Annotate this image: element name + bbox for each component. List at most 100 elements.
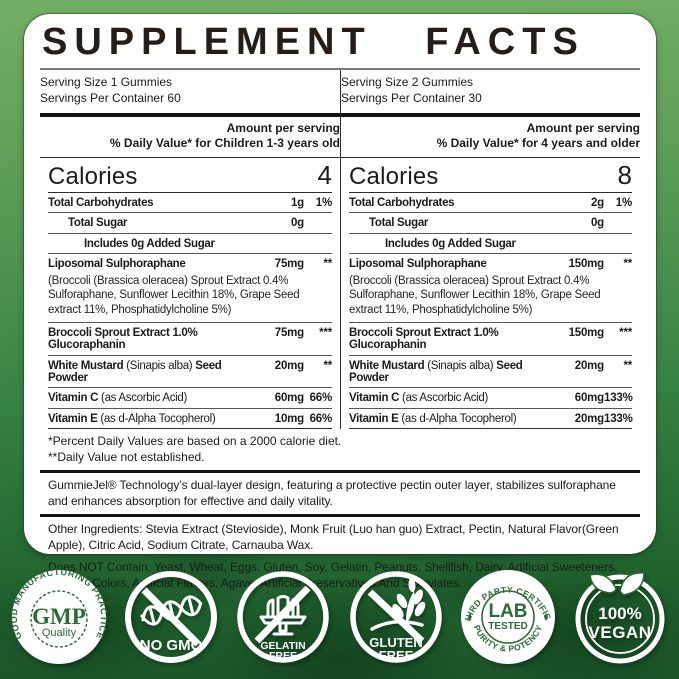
serving-info-right: Serving Size 2 Gummies Servings Per Cont… bbox=[340, 70, 640, 113]
nutrient-dv: 1% bbox=[615, 196, 632, 209]
nutrient-name: Total Sugar bbox=[68, 217, 128, 230]
calories-label: Calories bbox=[349, 162, 439, 190]
nutrient-name-detail: (Sinapis alba) bbox=[123, 359, 196, 372]
nutrient-row: Liposomal Sulphoraphane 150mg ** bbox=[349, 254, 632, 274]
nutrient-name: Vitamin C bbox=[349, 392, 400, 405]
serving-info-left: Serving Size 1 Gummies Servings Per Cont… bbox=[40, 70, 340, 113]
broccoli-block: Broccoli Sprout Extract 1.0% Glucoraphan… bbox=[349, 323, 632, 356]
sugar-block: Total Sugar 0g bbox=[48, 213, 332, 234]
certification-badges: GOOD MANUFACTURING PRACTICE GMP Quality … bbox=[0, 554, 679, 679]
serving-size-right: Serving Size 2 Gummies bbox=[341, 75, 474, 90]
nutrient-amount: 0g bbox=[590, 217, 604, 230]
amount-per-serving-left: Amount per serving bbox=[226, 120, 340, 135]
nutrient-amount: 20mg bbox=[574, 359, 604, 372]
nutrient-name: Broccoli Sprout Extract 1.0% Glucoraphan… bbox=[48, 327, 198, 352]
nutrient-name: Vitamin E bbox=[349, 412, 399, 425]
nutrient-name: Seed Powder bbox=[349, 359, 523, 384]
nutrient-row: Broccoli Sprout Extract 1.0% Glucoraphan… bbox=[349, 323, 632, 355]
vegan-badge: 100% VEGAN bbox=[568, 565, 672, 669]
nutrient-row: Vitamin E (as d-Alpha Tocopherol) 10mg 6… bbox=[48, 409, 332, 429]
calories-value: 8 bbox=[617, 159, 632, 190]
added-sugar-block: Includes 0g Added Sugar bbox=[48, 234, 332, 255]
gluten-free-text-2: FREE bbox=[378, 648, 413, 663]
nutrient-name: Total Carbohydrates bbox=[48, 196, 154, 209]
nutrient-name: Total Carbohydrates bbox=[349, 196, 455, 209]
nutrition-column-right: Calories 8 Total Carbohydrates 2g 1% Tot… bbox=[340, 157, 640, 430]
nutrient-amount: 150mg bbox=[568, 327, 605, 340]
nutrient-name: Includes 0g Added Sugar bbox=[385, 237, 516, 250]
liposomal-description: (Broccoli (Brassica oleracea) Sprout Ext… bbox=[349, 274, 601, 316]
nutrient-amount: 2g bbox=[590, 196, 604, 209]
lab-text: LAB bbox=[488, 601, 527, 622]
mustard-block: White Mustard (Sinapis alba) Seed Powder… bbox=[48, 356, 332, 389]
nutrient-amount: 150mg bbox=[568, 258, 605, 271]
nutrient-name: Includes 0g Added Sugar bbox=[84, 237, 215, 250]
nutrient-row: Includes 0g Added Sugar bbox=[48, 234, 332, 254]
nutrient-dv: 133% bbox=[604, 392, 633, 405]
no-gmo-text: NO GMO bbox=[140, 637, 203, 654]
nutrient-row: Total Sugar 0g bbox=[48, 213, 332, 233]
supplement-facts-panel: SUPPLEMENT FACTS Serving Size 1 Gummies … bbox=[24, 14, 656, 590]
nutrient-row: White Mustard (Sinapis alba) Seed Powder… bbox=[48, 356, 332, 388]
daily-value-header-left: % Daily Value* for Children 1-3 years ol… bbox=[109, 136, 340, 151]
nutrient-name: Seed Powder bbox=[48, 359, 222, 384]
nutrient-dv: 133% bbox=[604, 412, 633, 425]
nutrient-name-detail: (as d-Alpha Tocopherol) bbox=[97, 412, 216, 425]
gluten-free-icon: GLUTEN FREE bbox=[349, 570, 442, 663]
nutrient-name: Liposomal Sulphoraphane bbox=[48, 258, 186, 271]
vegan-percent-text: 100% bbox=[598, 604, 641, 623]
lab-tested-icon: THIRD PARTY CERTIFIED PURITY & POTENCY L… bbox=[458, 567, 555, 664]
calories-row-left: Calories 4 bbox=[48, 158, 332, 193]
nutrient-name: Total Sugar bbox=[369, 217, 429, 230]
nutrient-row: Broccoli Sprout Extract 1.0% Glucoraphan… bbox=[48, 323, 332, 355]
liposomal-description: (Broccoli (Brassica oleracea) Sprout Ext… bbox=[48, 274, 300, 316]
nutrient-amount: 10mg bbox=[274, 412, 304, 425]
added-sugar-block: Includes 0g Added Sugar bbox=[349, 234, 632, 255]
nutrient-row: Total Carbohydrates 1g 1% bbox=[48, 193, 332, 213]
nutrient-dv: 66% bbox=[309, 412, 333, 425]
servings-per-container-right: Servings Per Container 30 bbox=[341, 90, 482, 105]
gelatin-free-icon: GELATIN FREE bbox=[237, 570, 330, 663]
vegan-icon: 100% VEGAN bbox=[575, 571, 665, 663]
amount-header-section: Amount per serving % Daily Value* for Ch… bbox=[40, 116, 640, 158]
gelatin-free-text-1: GELATIN bbox=[261, 640, 306, 652]
nutrition-body: Calories 4 Total Carbohydrates 1g 1% Tot… bbox=[40, 157, 640, 430]
nutrient-name: Vitamin E bbox=[48, 412, 98, 425]
serving-size-left: Serving Size 1 Gummies bbox=[40, 75, 173, 90]
liposomal-block: Liposomal Sulphoraphane 150mg ** (Brocco… bbox=[349, 254, 632, 324]
footnotes: *Percent Daily Values are based on a 200… bbox=[40, 429, 640, 474]
liposomal-block: Liposomal Sulphoraphane 75mg ** (Broccol… bbox=[48, 254, 332, 324]
footnote-daily-values: *Percent Daily Values are based on a 200… bbox=[48, 434, 342, 449]
nutrient-row: Liposomal Sulphoraphane 75mg ** bbox=[48, 254, 332, 274]
nutrient-amount: 60mg bbox=[574, 392, 604, 405]
gmp-quality-icon: GOOD MANUFACTURING PRACTICE GMP Quality bbox=[9, 567, 108, 664]
nutrient-name: Vitamin C bbox=[48, 392, 99, 405]
mustard-block: White Mustard (Sinapis alba) Seed Powder… bbox=[349, 356, 632, 389]
nutrient-name: Liposomal Sulphoraphane bbox=[349, 258, 487, 271]
vitamin-e-block: Vitamin E (as d-Alpha Tocopherol) 20mg 1… bbox=[349, 409, 633, 430]
sugar-block: Total Sugar 0g bbox=[349, 213, 632, 234]
no-gmo-badge: NO GMO bbox=[119, 565, 223, 669]
calories-row-right: Calories 8 bbox=[349, 158, 632, 193]
nutrient-dv: 1% bbox=[315, 196, 332, 209]
vitamin-c-block: Vitamin C (as Ascorbic Acid) 60mg 133% bbox=[349, 388, 633, 409]
nutrient-dv: ** bbox=[623, 258, 632, 271]
nutrient-amount: 20mg bbox=[274, 359, 304, 372]
servings-per-container-left: Servings Per Container 60 bbox=[40, 90, 181, 105]
calories-label: Calories bbox=[48, 162, 138, 190]
nutrient-row: Total Sugar 0g bbox=[349, 213, 632, 233]
nutrient-row: Vitamin C (as Ascorbic Acid) 60mg 66% bbox=[48, 388, 332, 408]
nutrient-amount: 60mg bbox=[274, 392, 304, 405]
amount-per-serving-right: Amount per serving bbox=[526, 120, 640, 135]
gluten-free-text-1: GLUTEN bbox=[369, 635, 422, 650]
panel-title: SUPPLEMENT FACTS bbox=[40, 20, 640, 71]
nutrient-row: Vitamin E (as d-Alpha Tocopherol) 20mg 1… bbox=[349, 409, 633, 429]
nutrient-amount: 0g bbox=[290, 217, 304, 230]
nutrient-dv: ** bbox=[323, 359, 332, 372]
amount-header-right: Amount per serving % Daily Value* for 4 … bbox=[340, 116, 640, 157]
nutrient-dv: ** bbox=[323, 258, 332, 271]
nutrient-row: Total Carbohydrates 2g 1% bbox=[349, 193, 632, 213]
amount-header-left: Amount per serving % Daily Value* for Ch… bbox=[40, 117, 340, 157]
serving-section: Serving Size 1 Gummies Servings Per Cont… bbox=[40, 70, 640, 117]
